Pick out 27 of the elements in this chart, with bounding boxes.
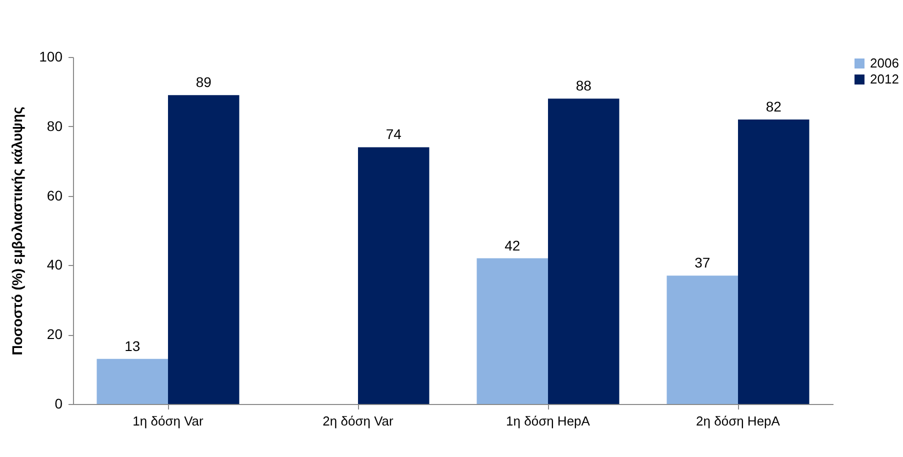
bar <box>96 358 168 404</box>
bar <box>476 258 548 404</box>
data-label: 74 <box>386 126 402 142</box>
data-label: 13 <box>124 338 140 354</box>
y-tick-label: 0 <box>54 396 63 412</box>
data-label: 37 <box>694 254 710 271</box>
legend-label: 2012 <box>870 72 899 86</box>
legend-label: 2006 <box>870 56 899 70</box>
bar <box>548 98 620 404</box>
data-label: 88 <box>576 78 592 94</box>
data-label: 42 <box>504 237 520 254</box>
bar <box>358 147 430 404</box>
y-tick-label: 60 <box>46 187 63 204</box>
y-tick-label: 20 <box>46 326 63 342</box>
x-tick-label: 2η δόση Var <box>322 414 394 428</box>
y-tick-label: 40 <box>46 256 63 273</box>
x-tick-label: 1η δόση Var <box>132 414 204 428</box>
data-label: 89 <box>196 74 212 90</box>
y-tick-label: 80 <box>46 118 63 134</box>
bar <box>738 119 810 404</box>
x-tick-label: 2η δόση HepA <box>696 414 780 428</box>
y-axis-title: Ποσοστό (%) εμβολιαστικής κάλυψης <box>9 106 26 356</box>
data-label: 82 <box>766 98 782 114</box>
bar <box>666 276 738 404</box>
x-tick-label: 1η δόση HepA <box>506 414 590 428</box>
bar <box>168 95 240 404</box>
y-tick-label: 100 <box>39 48 63 64</box>
